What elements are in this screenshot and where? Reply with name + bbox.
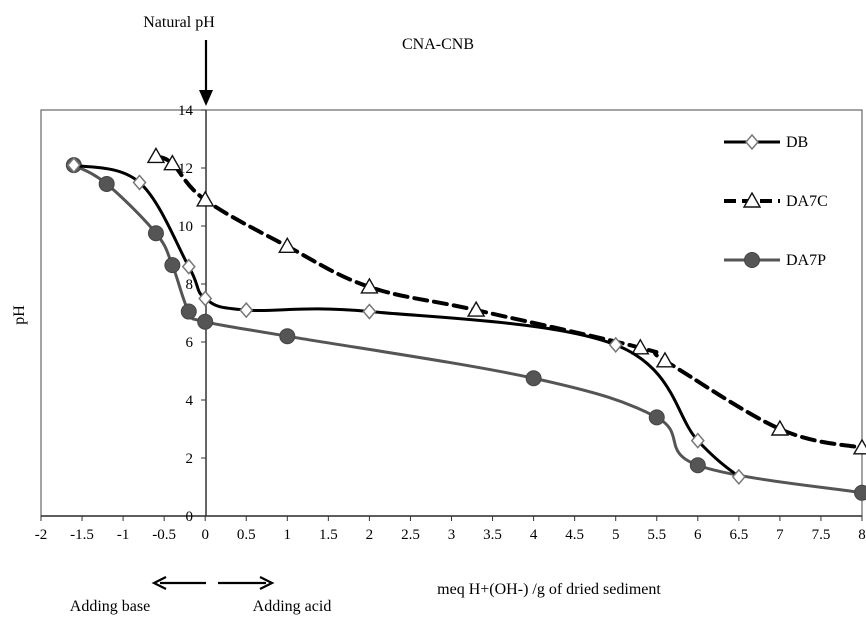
legend-label-da7p: DA7P (786, 252, 826, 269)
legend-marker-da7p (744, 252, 760, 268)
point-db (731, 468, 746, 486)
adding-acid-arrow-head (259, 576, 275, 590)
legend-label-da7c: DA7C (786, 193, 828, 210)
series-line-da7p (72, 163, 864, 495)
point-db (181, 258, 196, 275)
point-da7p (98, 175, 115, 192)
adding-base-arrow-head (151, 576, 167, 590)
point-da7c (852, 438, 866, 455)
x-tick-label: 1 (284, 527, 292, 543)
point-da7c (163, 154, 182, 171)
point-da7p (197, 313, 214, 330)
x-tick-label: 2.5 (401, 527, 420, 543)
x-tick-label: 4 (530, 527, 538, 543)
legend-marker-db (745, 133, 759, 151)
natural-ph-label: Natural pH (143, 14, 215, 31)
x-tick-label: -0.5 (152, 527, 176, 543)
y-tick-label: 4 (186, 393, 194, 409)
adding-base-label: Adding base (70, 598, 150, 615)
point-db (198, 290, 213, 307)
point-da7c (655, 351, 675, 368)
y-tick-label: 8 (186, 277, 194, 293)
point-da7c (360, 277, 379, 294)
x-tick-label: 4.5 (565, 527, 584, 543)
point-da7c (278, 236, 297, 254)
x-tick-label: 1.5 (319, 527, 338, 543)
y-tick-label: 0 (186, 509, 194, 525)
point-db (66, 156, 81, 174)
chart-title: CNA-CNB (402, 36, 474, 53)
point-db (132, 174, 147, 191)
point-da7c (631, 338, 650, 355)
point-db (608, 336, 623, 354)
y-tick-label: 10 (178, 219, 193, 235)
x-tick-label: 3.5 (483, 527, 502, 543)
point-da7c (466, 300, 486, 317)
point-da7c (146, 146, 166, 164)
point-da7p (147, 225, 164, 242)
point-da7p (180, 303, 197, 320)
legend-marker-da7c (742, 191, 762, 208)
point-da7c (195, 190, 215, 207)
x-tick-label: 6 (694, 527, 702, 543)
y-tick-marks (201, 109, 206, 517)
point-da7c (770, 419, 790, 436)
x-tick-label: 0 (201, 527, 209, 543)
plot-area-border (40, 109, 863, 517)
adding-acid-label: Adding acid (253, 598, 332, 615)
x-tick-marks (40, 516, 863, 521)
y-tick-label: 14 (178, 103, 194, 119)
x-tick-label: -1.5 (70, 527, 94, 543)
x-tick-label: 7 (776, 527, 784, 543)
series-line-db (72, 163, 741, 479)
legend: DB DA7C DA7P (724, 133, 828, 269)
y-tick-label: 2 (186, 451, 194, 467)
point-da7p (525, 370, 542, 387)
x-tick-label: -1 (117, 527, 130, 543)
x-tick-label: 5 (612, 527, 620, 543)
legend-label-db: DB (786, 134, 808, 151)
y-axis-label: pH (11, 305, 28, 325)
point-da7p (648, 409, 665, 426)
point-db (362, 303, 377, 320)
y-tick-label: 6 (186, 335, 194, 351)
point-da7p (854, 484, 866, 501)
point-db (239, 301, 254, 319)
x-tick-label: 2 (366, 527, 374, 543)
x-tick-label: 7.5 (812, 527, 831, 543)
series-layer (65, 146, 866, 501)
x-tick-label: -2 (35, 527, 48, 543)
point-db (690, 432, 705, 449)
point-da7p (279, 328, 296, 345)
x-tick-labels: -2 -1.5 -1 -0.5 0 0.5 1 1.5 2 2.5 3 3.5 4 4.5 5 5.5 6 6.5… (35, 527, 866, 543)
point-da7p (689, 457, 706, 474)
x-tick-label: 0.5 (237, 527, 256, 543)
point-da7p (164, 257, 181, 274)
x-tick-label: 3 (448, 527, 456, 543)
x-axis-label: meq H+(OH-) /g of dried sediment (437, 581, 661, 598)
natural-ph-arrow-head (199, 90, 213, 106)
x-tick-label: 8 (858, 527, 866, 543)
x-tick-label: 5.5 (647, 527, 666, 543)
x-tick-label: 6.5 (729, 527, 748, 543)
